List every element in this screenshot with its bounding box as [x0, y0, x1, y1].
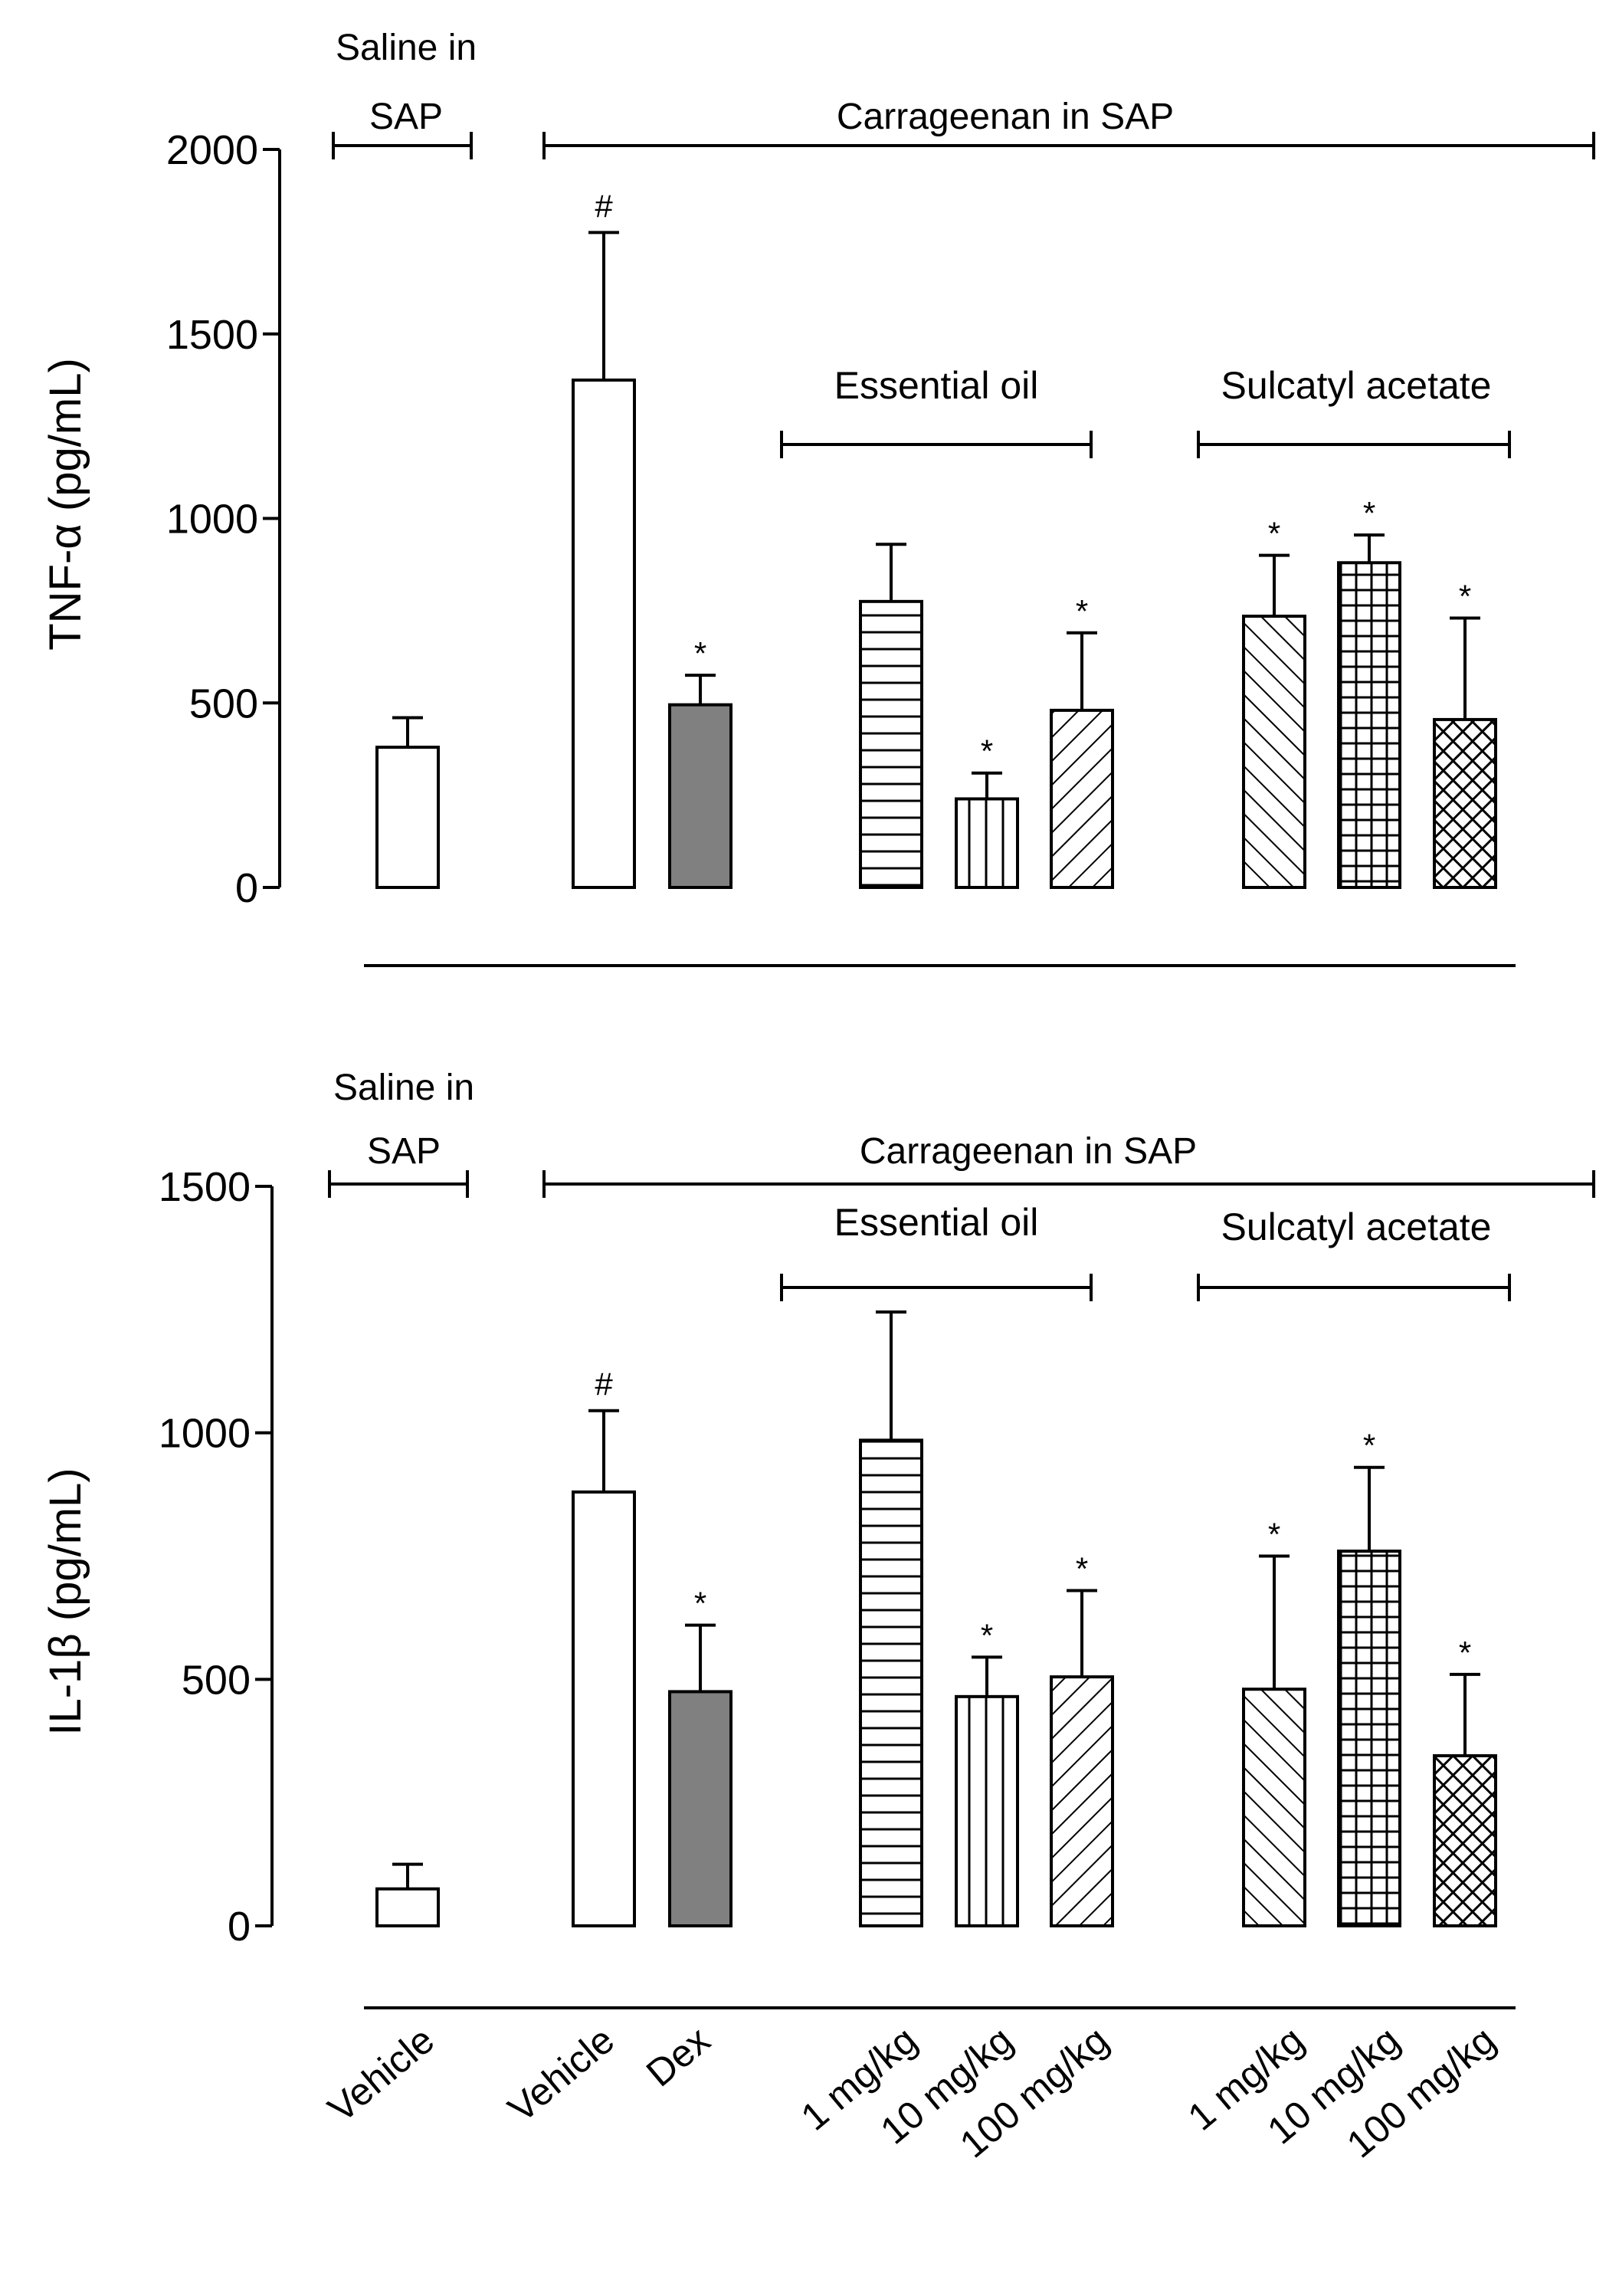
top-bar — [1433, 717, 1497, 889]
top-bar — [859, 599, 923, 890]
top-sulcatyl-bracket — [1197, 431, 1511, 458]
bottom-significance-marker: * — [1268, 1517, 1280, 1553]
bottom-significance-marker: * — [1363, 1428, 1375, 1464]
bottom-significance-marker: * — [981, 1617, 993, 1653]
bottom-panel: Saline in SAP Carrageenan in SAP Essenti… — [41, 1068, 1595, 2009]
top-y-tick-label: 1000 — [166, 497, 258, 543]
bottom-y-axis-label: IL-1β (pg/mL) — [41, 1468, 90, 1735]
bottom-bar — [955, 1694, 1019, 1928]
top-carrageenan-label: Carrageenan in SAP — [837, 97, 1174, 137]
top-significance-marker: * — [1363, 495, 1375, 531]
bottom-y-tick-label: 1000 — [159, 1411, 251, 1457]
top-y-tick-label: 2000 — [166, 127, 258, 173]
bottom-bar — [1050, 1675, 1114, 1928]
x-category-label: Vehicle — [500, 2019, 623, 2131]
top-bar — [572, 378, 636, 889]
top-chart-area: 0 500 1000 1500 2000 # * * * * * * — [166, 127, 1497, 911]
top-significance-marker: * — [1459, 579, 1471, 615]
top-significance-marker: # — [595, 188, 613, 224]
top-y-tick-label: 1500 — [166, 312, 258, 358]
bottom-carrageenan-label: Carrageenan in SAP — [860, 1131, 1197, 1172]
bottom-bar — [1337, 1550, 1401, 1927]
bottom-y-tick-label: 500 — [182, 1657, 251, 1703]
top-bar — [1242, 615, 1306, 889]
top-significance-marker: * — [694, 635, 706, 671]
bottom-significance-marker: * — [694, 1586, 706, 1622]
top-bar — [1337, 561, 1401, 890]
top-significance-marker: * — [1076, 593, 1088, 629]
top-bar — [375, 746, 440, 890]
top-y-axis-label: TNF-α (pg/mL) — [41, 358, 90, 651]
bottom-bar — [1433, 1754, 1497, 1928]
bottom-carrageenan-bracket — [542, 1170, 1595, 1198]
bottom-bar — [572, 1490, 636, 1928]
bottom-sulcatyl-bracket — [1197, 1274, 1511, 1301]
bottom-y-tick-label: 1500 — [159, 1164, 251, 1210]
bottom-significance-marker: * — [1459, 1635, 1471, 1671]
x-category-label: Vehicle — [320, 2019, 443, 2131]
top-essential-oil-label: Essential oil — [834, 364, 1039, 407]
top-essential-oil-bracket — [780, 431, 1093, 458]
top-carrageenan-bracket — [542, 132, 1595, 159]
bottom-sulcatyl-label: Sulcatyl acetate — [1221, 1205, 1492, 1248]
top-saline-label-line1: Saline in — [336, 28, 477, 68]
top-bar — [1050, 708, 1114, 889]
top-saline-bracket — [332, 132, 473, 159]
top-panel: Saline in SAP Carrageenan in SAP Essenti… — [41, 28, 1595, 967]
bottom-saline-label-line1: Saline in — [333, 1068, 474, 1108]
top-sulcatyl-label: Sulcatyl acetate — [1221, 364, 1492, 407]
bottom-bar — [1242, 1688, 1306, 1927]
bottom-essential-oil-bracket — [780, 1274, 1093, 1301]
bottom-bar — [668, 1690, 732, 1928]
bottom-bar — [375, 1887, 440, 1927]
bottom-saline-bracket — [328, 1170, 469, 1198]
top-y-tick-label: 500 — [189, 681, 258, 727]
bottom-essential-oil-label: Essential oil — [834, 1201, 1039, 1244]
bottom-significance-marker: # — [595, 1366, 613, 1402]
top-bar — [668, 703, 732, 889]
bottom-saline-label-line2: SAP — [367, 1131, 441, 1172]
bottom-chart-area: 0 500 1000 1500 # * * * * * * — [159, 1164, 1497, 1950]
x-category-label: Dex — [638, 2019, 718, 2095]
bottom-y-tick-label: 0 — [228, 1904, 251, 1950]
top-y-tick-label: 0 — [235, 865, 258, 911]
top-saline-label-line2: SAP — [369, 97, 443, 137]
bottom-bar — [859, 1438, 923, 1927]
bottom-significance-marker: * — [1076, 1551, 1088, 1587]
top-significance-marker: * — [981, 733, 993, 769]
top-bar — [955, 797, 1019, 889]
top-significance-marker: * — [1268, 516, 1280, 552]
